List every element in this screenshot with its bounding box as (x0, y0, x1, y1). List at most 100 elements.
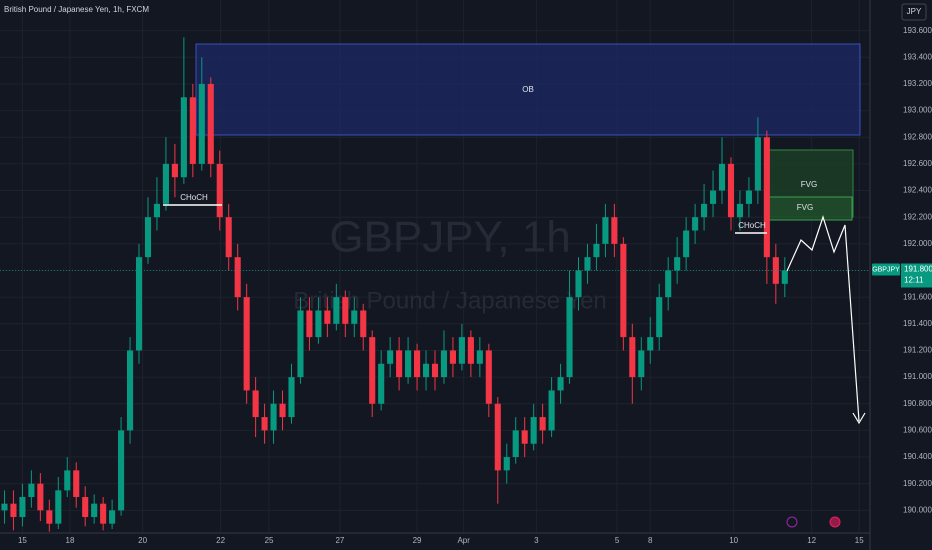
y-tick-label: 190.200 (903, 479, 932, 488)
candle-body (709, 190, 717, 204)
choch-label: CHoCH (180, 193, 208, 202)
candle-body (360, 310, 367, 338)
y-tick-label: 192.000 (903, 239, 932, 248)
x-tick-label: 29 (413, 536, 422, 545)
x-tick-label: 15 (18, 536, 27, 545)
candle-body (611, 217, 618, 244)
candle-body (279, 403, 286, 418)
candle-body (387, 350, 394, 364)
candle-body (449, 350, 456, 364)
candle-body (82, 497, 89, 518)
candle-body (405, 350, 412, 378)
x-tick-label: 20 (138, 536, 147, 545)
candle-body (189, 97, 196, 164)
candle-body (718, 163, 726, 191)
currency-button[interactable] (901, 3, 927, 21)
candle-body (28, 483, 35, 498)
candle-body (216, 163, 223, 218)
candle-body (198, 83, 205, 164)
candle-body (602, 217, 609, 244)
choch-label: CHoCH (738, 221, 766, 230)
candle-body (91, 503, 98, 518)
x-tick-label: 10 (729, 536, 738, 545)
x-tick-label: 22 (216, 536, 225, 545)
y-tick-label: 192.800 (903, 132, 932, 141)
event-icon[interactable] (829, 516, 841, 528)
x-tick-label: 12 (807, 536, 816, 545)
candles (1, 37, 788, 532)
candle-body (324, 310, 331, 324)
candle-body (207, 83, 214, 164)
candle-body (557, 377, 564, 391)
candle-body (19, 497, 26, 518)
candle-body (476, 350, 483, 364)
candle-body (127, 350, 134, 431)
ob-zone (195, 43, 861, 136)
x-tick-label: 15 (855, 536, 864, 545)
y-tick-label: 190.600 (903, 426, 932, 435)
candle-body (566, 297, 573, 378)
candle-body (422, 363, 430, 378)
candle-body (485, 350, 492, 404)
candle-body (727, 163, 735, 218)
countdown: 12:11 (904, 276, 924, 285)
candle-body (431, 363, 439, 378)
last-price-label: 191.800 (904, 265, 932, 274)
candle-body (763, 137, 770, 258)
candle-body (548, 390, 555, 431)
candle-body (243, 297, 250, 391)
candle-body (584, 257, 591, 271)
currency-label: JPY (907, 7, 922, 16)
candle-body (369, 337, 376, 404)
event-icon[interactable] (786, 516, 798, 528)
candle-body (512, 430, 519, 458)
candle-body (118, 430, 125, 511)
candle-body (539, 417, 546, 431)
candle-body (674, 257, 681, 271)
candle-body (144, 217, 152, 258)
y-tick-label: 191.400 (903, 319, 932, 328)
candle-body (414, 350, 421, 378)
candle-body (683, 230, 690, 258)
x-tick-label: 27 (335, 536, 344, 545)
price-tag (901, 263, 932, 288)
candle-body (288, 377, 295, 418)
candle-body (458, 337, 465, 364)
candle-body (46, 510, 53, 524)
candle-body (772, 257, 779, 284)
fvg-label: FVG (797, 203, 813, 212)
candle-body (745, 190, 752, 204)
candle-body (315, 310, 322, 338)
symbol-tag: GBPJPY (872, 266, 900, 273)
x-tick-label: 5 (615, 536, 620, 545)
candle-body (55, 490, 62, 524)
candle-body (665, 270, 672, 298)
candle-body (342, 297, 349, 324)
candle-body (521, 430, 528, 444)
candle-body (180, 97, 187, 178)
candle-body (736, 203, 743, 218)
y-tick-label: 193.600 (903, 26, 932, 35)
x-tick-label: 3 (534, 536, 539, 545)
candle-body (37, 483, 44, 511)
candle-body (638, 350, 645, 378)
candle-body (297, 310, 304, 378)
candle-body (396, 350, 403, 378)
candle-body (252, 390, 259, 418)
y-tick-label: 191.200 (903, 346, 932, 355)
candle-body (234, 257, 241, 298)
candle-body (754, 137, 761, 191)
candle-body (1, 503, 8, 511)
candle-body (467, 337, 474, 364)
candle-body (620, 243, 627, 338)
candle-body (440, 350, 448, 378)
candle-body (171, 163, 178, 178)
y-tick-label: 193.000 (903, 106, 932, 115)
candle-body (306, 310, 313, 338)
x-tick-label: 25 (265, 536, 274, 545)
candle-body (692, 217, 699, 231)
y-tick-label: 191.000 (903, 372, 932, 381)
candle-body (530, 417, 537, 444)
candle-body (10, 503, 17, 518)
